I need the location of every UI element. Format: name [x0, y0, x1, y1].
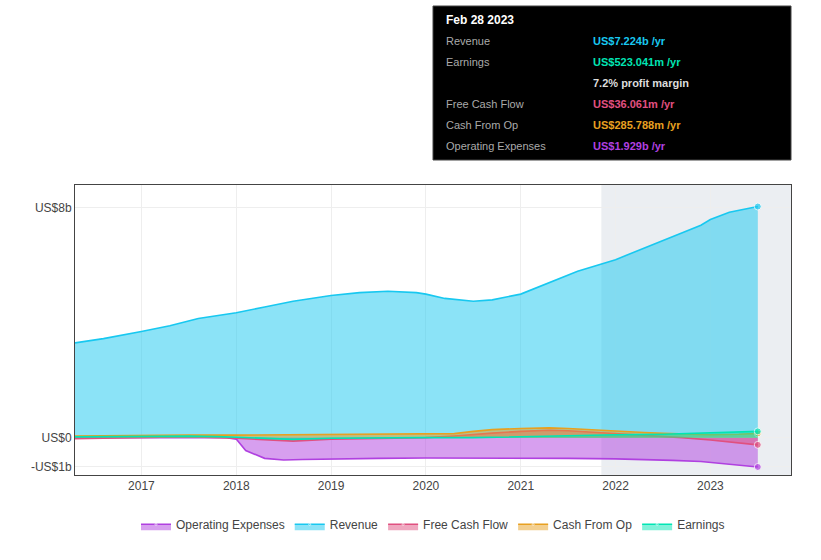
- svg-text:Earnings: Earnings: [677, 518, 724, 532]
- svg-text:2021: 2021: [507, 479, 534, 493]
- svg-text:2022: 2022: [602, 479, 629, 493]
- svg-text:2019: 2019: [318, 479, 345, 493]
- svg-text:Revenue: Revenue: [330, 518, 378, 532]
- svg-text:US$285.788m /yr: US$285.788m /yr: [593, 119, 681, 131]
- svg-text:Cash From Op: Cash From Op: [553, 518, 632, 532]
- svg-text:Revenue: Revenue: [446, 35, 490, 47]
- svg-text:Operating Expenses: Operating Expenses: [176, 518, 285, 532]
- svg-text:US$7.224b /yr: US$7.224b /yr: [593, 35, 666, 47]
- svg-text:Operating Expenses: Operating Expenses: [446, 140, 546, 152]
- svg-text:Free Cash Flow: Free Cash Flow: [423, 518, 508, 532]
- svg-text:7.2% profit margin: 7.2% profit margin: [593, 77, 689, 89]
- svg-text:Cash From Op: Cash From Op: [446, 119, 518, 131]
- svg-text:US$8b: US$8b: [35, 201, 72, 215]
- svg-text:-US$1b: -US$1b: [31, 460, 72, 474]
- svg-text:Earnings: Earnings: [446, 56, 490, 68]
- svg-text:US$523.041m /yr: US$523.041m /yr: [593, 56, 681, 68]
- svg-text:2017: 2017: [128, 479, 155, 493]
- svg-text:US$0: US$0: [42, 431, 72, 445]
- svg-text:Feb 28 2023: Feb 28 2023: [446, 13, 514, 27]
- svg-text:Free Cash Flow: Free Cash Flow: [446, 98, 524, 110]
- svg-text:2020: 2020: [413, 479, 440, 493]
- svg-text:US$1.929b /yr: US$1.929b /yr: [593, 140, 666, 152]
- svg-text:2023: 2023: [697, 479, 724, 493]
- svg-text:US$36.061m /yr: US$36.061m /yr: [593, 98, 675, 110]
- svg-text:2018: 2018: [223, 479, 250, 493]
